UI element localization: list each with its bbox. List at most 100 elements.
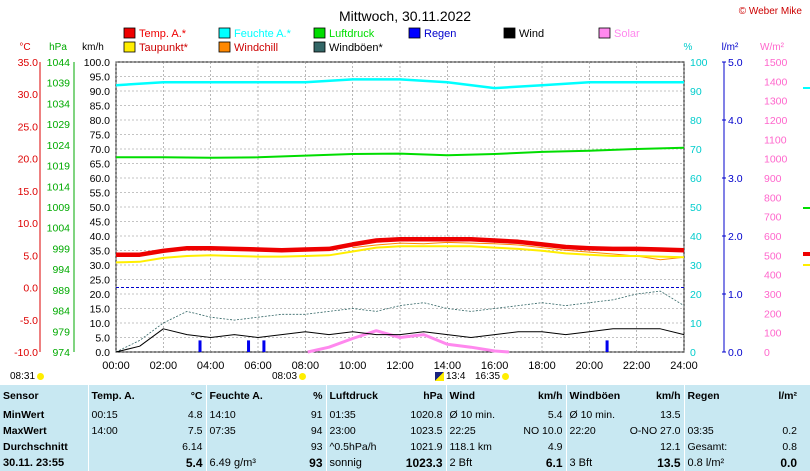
x-tick-label: 14:00 <box>434 360 462 372</box>
axis-tick-label: 0.0 <box>95 347 110 359</box>
legend-swatch <box>408 27 421 39</box>
cell-value: 7.5 <box>187 425 203 437</box>
legend-swatch <box>598 27 611 39</box>
cell-time: 03:35 <box>683 423 746 439</box>
legend-label: Windböen* <box>329 42 384 54</box>
axis-tick-label: 1100 <box>764 134 787 146</box>
cell-value: 13.5 <box>657 456 681 470</box>
axis-tick-label: 20 <box>690 289 702 301</box>
axis-unit-label: km/h <box>82 42 104 53</box>
legend-label: Temp. A.* <box>139 28 187 40</box>
axis-tick-label: 400 <box>764 270 782 282</box>
header-wind: Wind <box>445 385 506 407</box>
cell-value: 1023.3 <box>405 456 443 470</box>
row-label-timestamp: 30.11. 23:55 <box>3 457 65 469</box>
series-line-solar <box>307 329 510 354</box>
legend-label: Taupunkt* <box>139 42 189 54</box>
axis-tick-label: 1034 <box>47 98 71 110</box>
axis-tick-label: 200 <box>764 308 782 320</box>
axis-tick-label: 10.0 <box>90 318 111 330</box>
cell-value: 0.0 <box>780 456 797 470</box>
axis-unit-label: % <box>684 42 693 53</box>
cell-time: 07:35 <box>205 423 278 439</box>
axis-tick-label: 25.0 <box>90 275 111 287</box>
axis-tick-label: 1300 <box>764 96 788 108</box>
axis-tick-label: 60 <box>690 173 702 185</box>
axis-tick-label: 35.0 <box>18 57 39 69</box>
table-header-row: Sensor Temp. A. °C Feuchte A. % Luftdruc… <box>0 385 800 407</box>
sun-icon <box>37 372 45 380</box>
series-line-luftdruck <box>116 146 685 159</box>
cell-time: 14:10 <box>205 407 278 423</box>
axis-tick-label: 25.0 <box>18 121 39 133</box>
legend-swatch <box>218 27 231 39</box>
axis-tick-label: 90 <box>690 86 702 98</box>
header-rain: Regen <box>683 385 746 407</box>
legend-swatch <box>503 27 516 39</box>
axis-tick-label: 50.0 <box>90 202 111 214</box>
axis-tick-label: 989 <box>52 285 70 297</box>
series-line-wind <box>115 328 685 353</box>
axis-tick-label: 999 <box>52 243 70 255</box>
cell-value: 1020.8 <box>410 409 443 421</box>
moon-marker: 13:4 <box>435 371 465 382</box>
axis-tick-label: 70.0 <box>90 144 111 156</box>
axis-unit-label: W/m² <box>760 42 785 53</box>
axis-tick-label: 300 <box>764 289 782 301</box>
axis-tick-label: 40 <box>690 231 702 243</box>
cell-value: NO 10.0 <box>523 425 563 437</box>
weather-chart: Mittwoch, 30.11.2022 © Weber Mike °C 35.0 30… <box>14 6 810 372</box>
x-tick-label: 16:00 <box>481 360 509 372</box>
header-pressure: Luftdruck <box>325 385 378 407</box>
table-row-average: Durchschnitt 6.14 93 ^0.5hPa/h 1021.9 11… <box>0 439 800 455</box>
axis-unit-label: l/m² <box>722 42 739 53</box>
legend-swatch <box>218 41 231 53</box>
row-label: Durchschnitt <box>3 441 68 453</box>
axis-tick-label: 30.0 <box>18 89 39 101</box>
series-line-taupunkt <box>115 245 685 264</box>
x-tick-label: 20:00 <box>576 360 604 372</box>
axis-tick-label: 700 <box>764 212 782 224</box>
axis-tick-label: 95.0 <box>90 72 111 84</box>
cell-value: 12.1 <box>660 441 681 453</box>
cell-note: 0.8 l/m² <box>683 455 746 471</box>
header-temp-unit: °C <box>190 390 203 402</box>
chart-title: Mittwoch, 30.11.2022 <box>339 8 471 24</box>
axis-tick-label: 1019 <box>47 161 71 173</box>
axis-tick-label: 50 <box>690 202 702 214</box>
axis-unit-label: hPa <box>49 42 67 53</box>
cell-value: 0.8 <box>782 441 797 453</box>
cell-note: 2 Bft <box>445 455 506 471</box>
cell-value <box>746 407 800 423</box>
legend-label: Windchill <box>234 42 278 54</box>
table-row-max: MaxWert 14:00 7.5 07:35 94 23:00 1023.5 … <box>0 423 800 439</box>
cell-value: 6.1 <box>545 456 563 470</box>
legend-label: Luftdruck <box>329 28 375 40</box>
axis-tick-label: 1.0 <box>728 289 743 301</box>
cell-value: 5.4 <box>547 409 563 421</box>
sunset-marker: 16:35 <box>475 371 510 382</box>
cell-note: 6.49 g/m³ <box>205 455 278 471</box>
cell-time: 00:15 <box>87 407 148 423</box>
series-line-feuchtea <box>115 78 684 90</box>
row-label: MaxWert <box>3 425 47 437</box>
cell-note: ^0.5hPa/h <box>325 439 378 455</box>
x-tick-label: 06:00 <box>244 360 272 372</box>
cell-note <box>87 455 148 471</box>
cell-note <box>87 439 148 455</box>
axis-tick-label: 1014 <box>47 181 71 193</box>
cell-note: 3 Bft <box>565 455 626 471</box>
axis-tick-label: 974 <box>52 347 70 359</box>
axis-tick-label: 5.0 <box>95 333 110 345</box>
cell-note: Gesamt: <box>683 439 746 455</box>
header-sensor: Sensor <box>3 390 39 402</box>
axis-tick-label: 55.0 <box>90 188 111 200</box>
x-tick-label: 08:00 <box>292 360 320 372</box>
header-gusts: Windböen <box>565 385 626 407</box>
cell-value: 1023.5 <box>410 425 443 437</box>
cell-value: 91 <box>310 409 323 421</box>
cell-value: 94 <box>310 425 323 437</box>
cell-value: O-NO 27.0 <box>629 425 681 437</box>
x-tick-label: 10:00 <box>339 360 367 372</box>
axis-tick-label: 85.0 <box>90 101 111 113</box>
